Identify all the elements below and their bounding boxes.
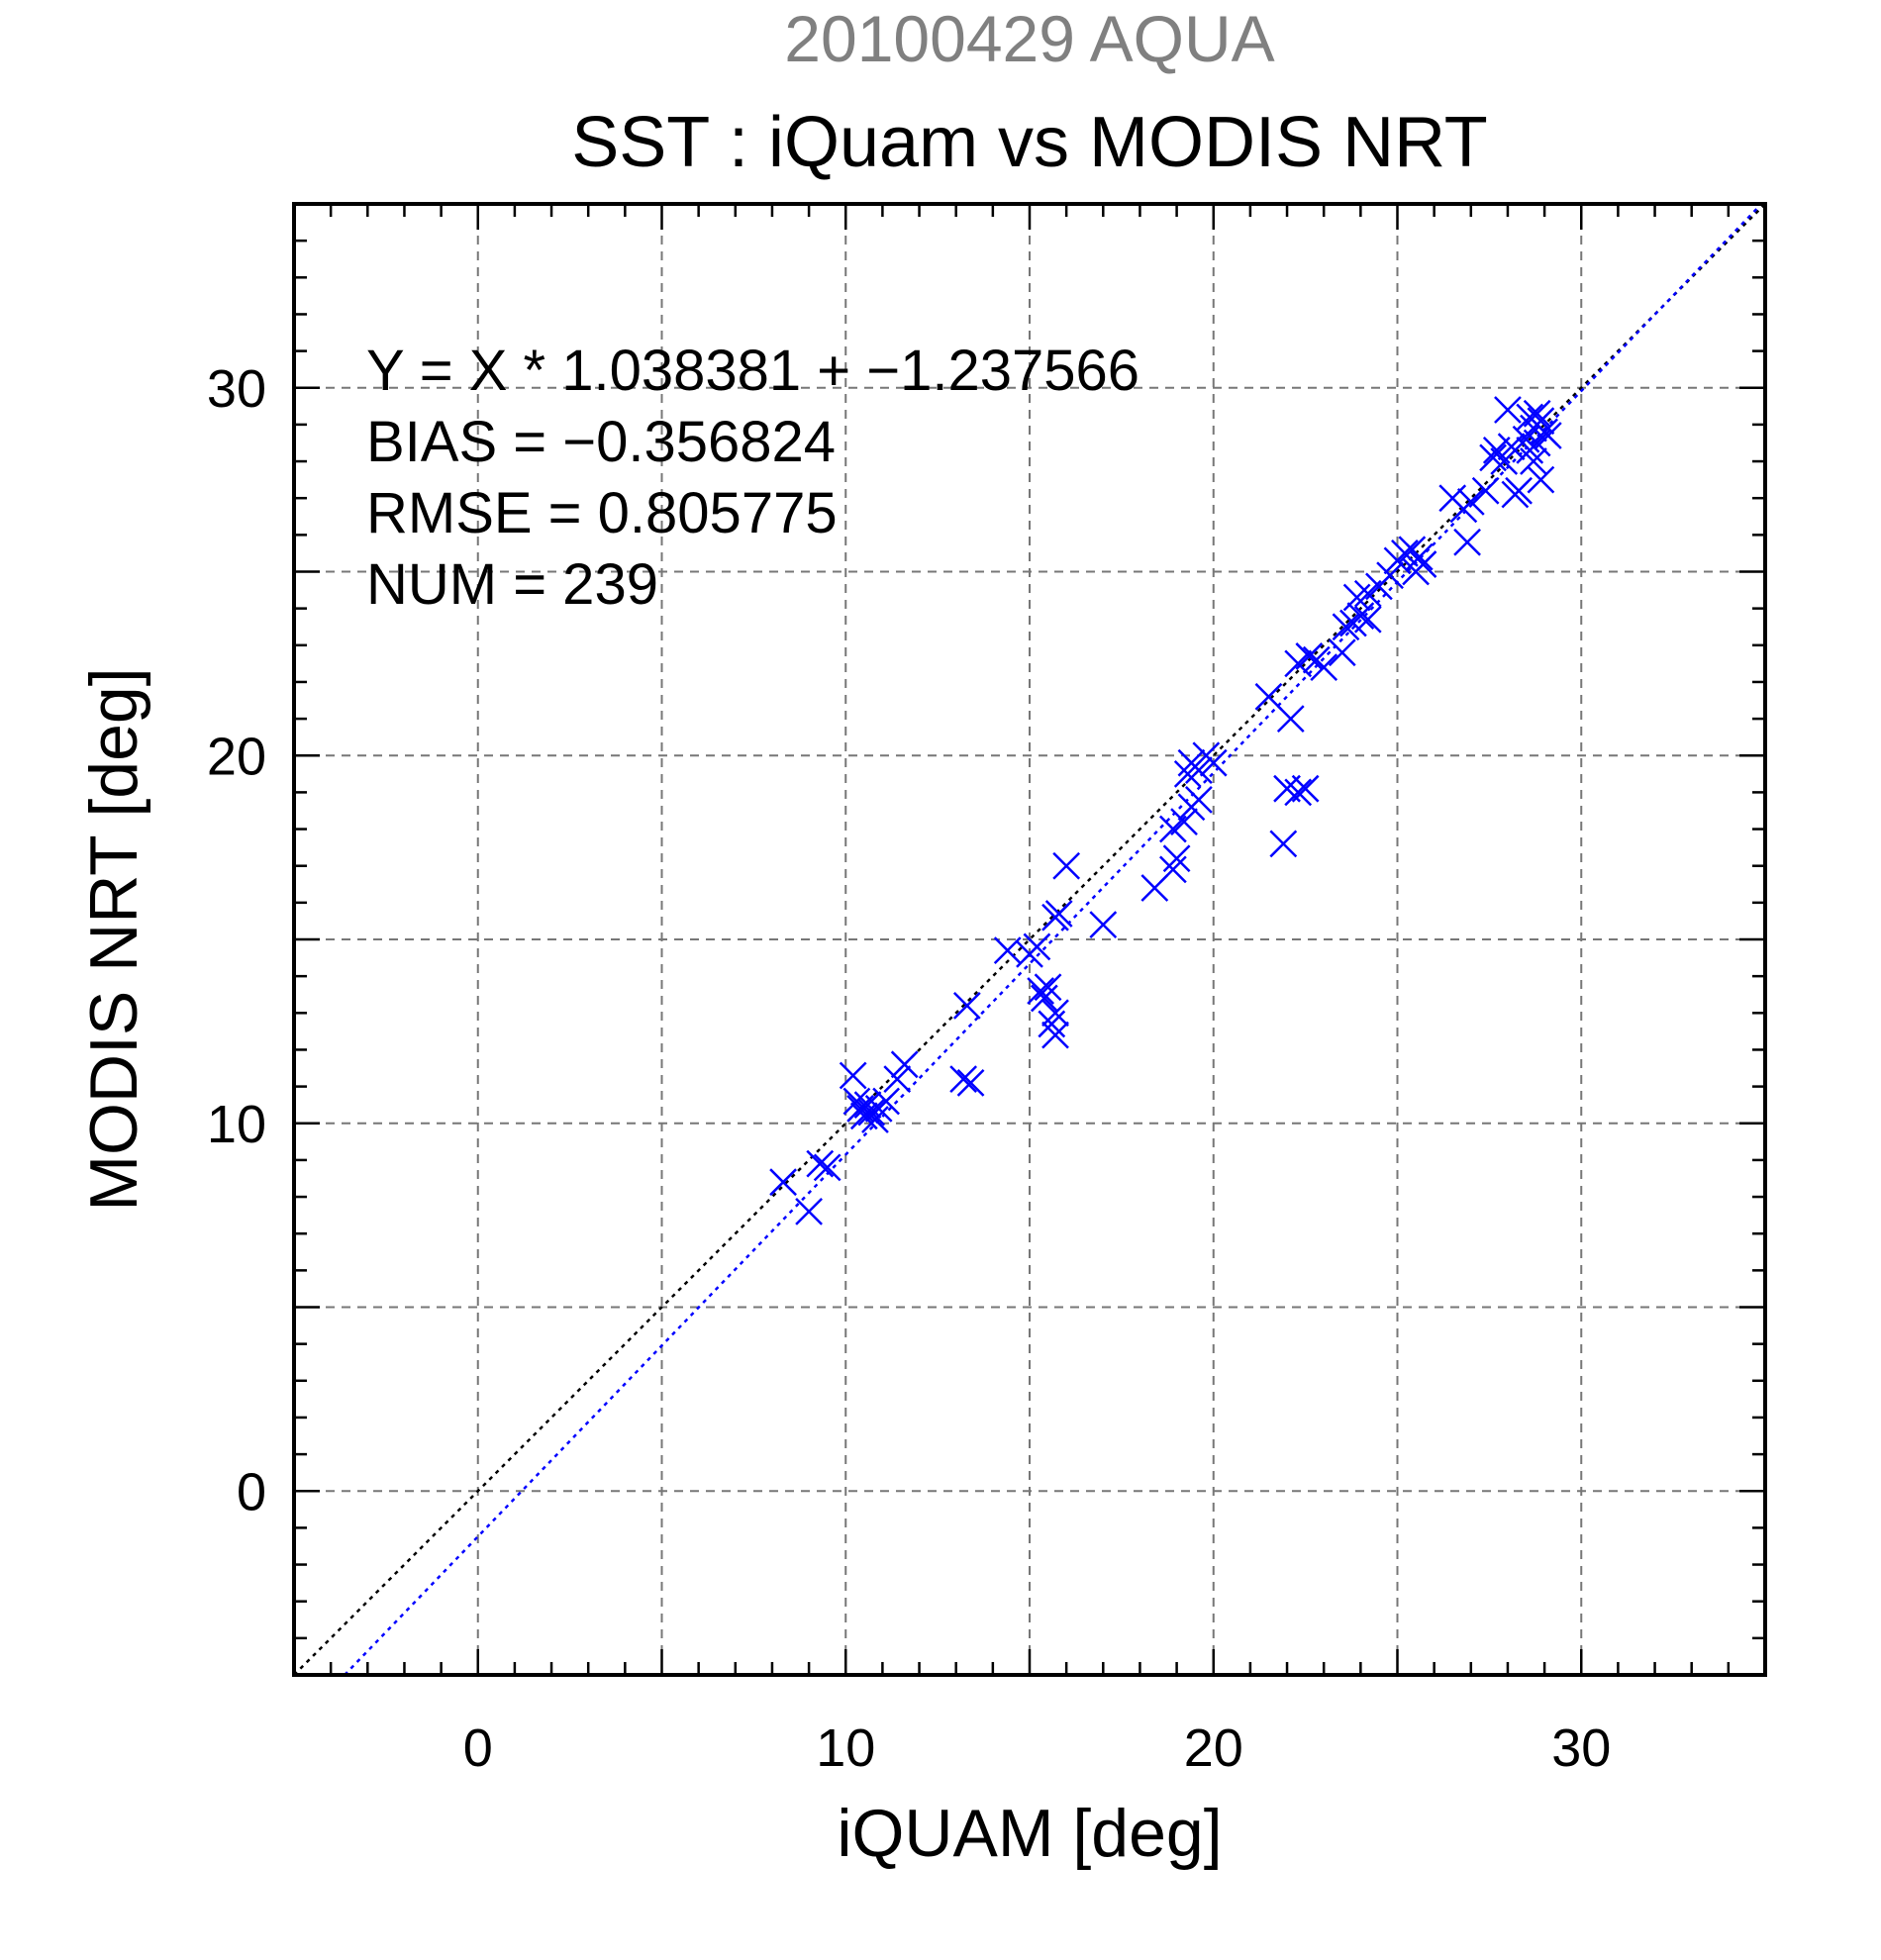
data-point	[1044, 900, 1073, 928]
data-point	[849, 1102, 878, 1130]
data-point	[956, 1069, 985, 1097]
data-point	[857, 1098, 886, 1127]
data-point	[1041, 1021, 1069, 1049]
data-point	[1295, 642, 1324, 670]
data-point	[795, 1198, 823, 1225]
data-point	[1023, 932, 1051, 961]
chart-supertitle: 20100429 AQUA	[784, 2, 1274, 75]
y-tick-label: 30	[207, 359, 266, 419]
regression-equation: Y = X * 1.038381 + −1.237566	[366, 339, 1139, 403]
data-point	[853, 1091, 882, 1120]
data-point	[1284, 778, 1313, 807]
reference-lines	[293, 203, 1766, 1676]
data-point	[1376, 561, 1404, 590]
data-point	[1479, 443, 1507, 472]
data-point	[1342, 583, 1371, 612]
x-tick-label: 30	[1551, 1718, 1611, 1778]
data-point	[1038, 1010, 1066, 1038]
data-point	[952, 991, 981, 1020]
plot-frame	[292, 202, 1767, 1677]
data-point	[1346, 602, 1375, 630]
data-point	[1494, 396, 1522, 424]
data-point	[861, 1106, 889, 1133]
data-point	[839, 1061, 867, 1090]
data-point	[1185, 756, 1213, 784]
data-point	[949, 1065, 978, 1094]
data-point	[1534, 422, 1562, 449]
stats-block: Y = X * 1.038381 + −1.237566 BIAS = −0.3…	[366, 339, 1139, 617]
data-point	[883, 1065, 912, 1094]
y-tick-label: 20	[207, 727, 266, 786]
data-point	[1291, 774, 1320, 803]
data-point	[769, 1168, 797, 1197]
data-point	[1453, 528, 1481, 556]
regression-line	[344, 203, 1763, 1676]
data-point	[1505, 476, 1533, 505]
x-axis-label: iQUAM [deg]	[837, 1796, 1222, 1871]
data-point	[1353, 605, 1382, 634]
data-point	[1471, 476, 1500, 505]
data-point	[1199, 748, 1228, 777]
data-point	[1159, 855, 1187, 884]
chart-title: SST : iQuam vs MODIS NRT	[571, 103, 1488, 182]
data-point	[1027, 977, 1055, 1005]
x-tick-label: 20	[1184, 1718, 1243, 1778]
data-points	[769, 396, 1562, 1225]
grid-lines	[294, 204, 1765, 1675]
data-point	[1516, 437, 1544, 464]
data-point	[872, 1087, 900, 1116]
data-point	[1456, 488, 1485, 516]
data-point	[1030, 984, 1058, 1013]
data-point	[1185, 785, 1213, 814]
x-tick-label: 10	[816, 1718, 875, 1778]
data-point	[1409, 550, 1437, 578]
bias-value: BIAS = −0.356824	[366, 410, 836, 474]
data-point	[1276, 705, 1305, 733]
y-tick-label: 0	[237, 1462, 266, 1521]
data-point	[1490, 447, 1519, 475]
data-point	[1170, 808, 1198, 836]
data-point	[1034, 973, 1062, 1002]
sample-count: NUM = 239	[366, 552, 658, 617]
rmse-value: RMSE = 0.805775	[366, 481, 838, 545]
data-point	[1332, 613, 1360, 641]
data-point	[1520, 447, 1547, 475]
data-point	[1497, 433, 1526, 461]
x-tick-label: 0	[463, 1718, 493, 1778]
data-point	[1041, 999, 1069, 1028]
data-point	[1269, 830, 1298, 858]
data-point	[1527, 465, 1555, 494]
data-point	[1523, 399, 1551, 428]
data-point	[1089, 911, 1118, 939]
data-point	[1310, 653, 1338, 681]
data-point	[993, 936, 1022, 965]
data-point	[1328, 638, 1356, 667]
data-point	[1052, 851, 1081, 880]
y-axis-label: MODIS NRT [deg]	[76, 667, 151, 1211]
data-point	[806, 1149, 835, 1178]
data-point	[813, 1153, 842, 1182]
data-point	[890, 1050, 919, 1079]
data-point	[1162, 844, 1191, 873]
data-point	[1527, 407, 1555, 436]
tick-labels: 0 10 20 30 0 10 20 30	[207, 359, 1611, 1778]
data-point	[1254, 682, 1283, 711]
y-tick-label: 10	[207, 1095, 266, 1154]
